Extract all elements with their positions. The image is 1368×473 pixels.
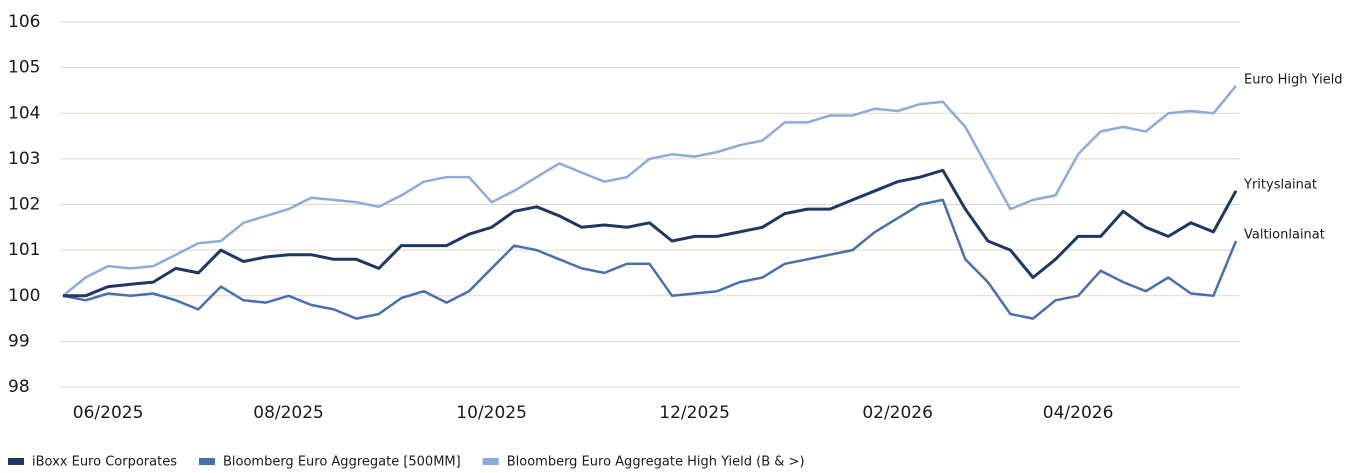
x-tick-label: 10/2025	[456, 403, 527, 423]
end-label: Yrityslainat	[1243, 177, 1317, 192]
legend-label: Bloomberg Euro Aggregate [500MM]	[223, 455, 461, 470]
y-tick-label: 99	[8, 331, 30, 351]
legend-swatch	[482, 458, 499, 465]
x-tick-label: 06/2025	[73, 403, 144, 423]
x-tick-label: 04/2026	[1043, 403, 1114, 423]
legend-label: Bloomberg Euro Aggregate High Yield (B &…	[507, 455, 805, 470]
series-line	[63, 168, 1238, 298]
y-tick-label: 105	[8, 58, 40, 78]
series-line	[62, 198, 1238, 320]
y-tick-label: 98	[8, 377, 30, 397]
y-tick-label: 102	[8, 195, 40, 215]
y-tick-label: 104	[8, 103, 40, 123]
end-label: Euro High Yield	[1244, 72, 1343, 87]
y-tick-label: 100	[8, 286, 40, 306]
y-tick-label: 106	[8, 12, 40, 32]
x-tick-label: 02/2026	[862, 403, 933, 423]
x-tick-label: 12/2025	[659, 403, 730, 423]
legend-swatch	[8, 458, 24, 465]
y-tick-label: 101	[8, 240, 40, 260]
x-tick-label: 08/2025	[253, 403, 324, 423]
legend-swatch	[198, 458, 215, 465]
legend-label: iBoxx Euro Corporates	[32, 455, 177, 470]
y-tick-label: 103	[8, 149, 40, 169]
end-label: Valtionlainat	[1244, 228, 1325, 243]
series-line	[62, 85, 1237, 297]
